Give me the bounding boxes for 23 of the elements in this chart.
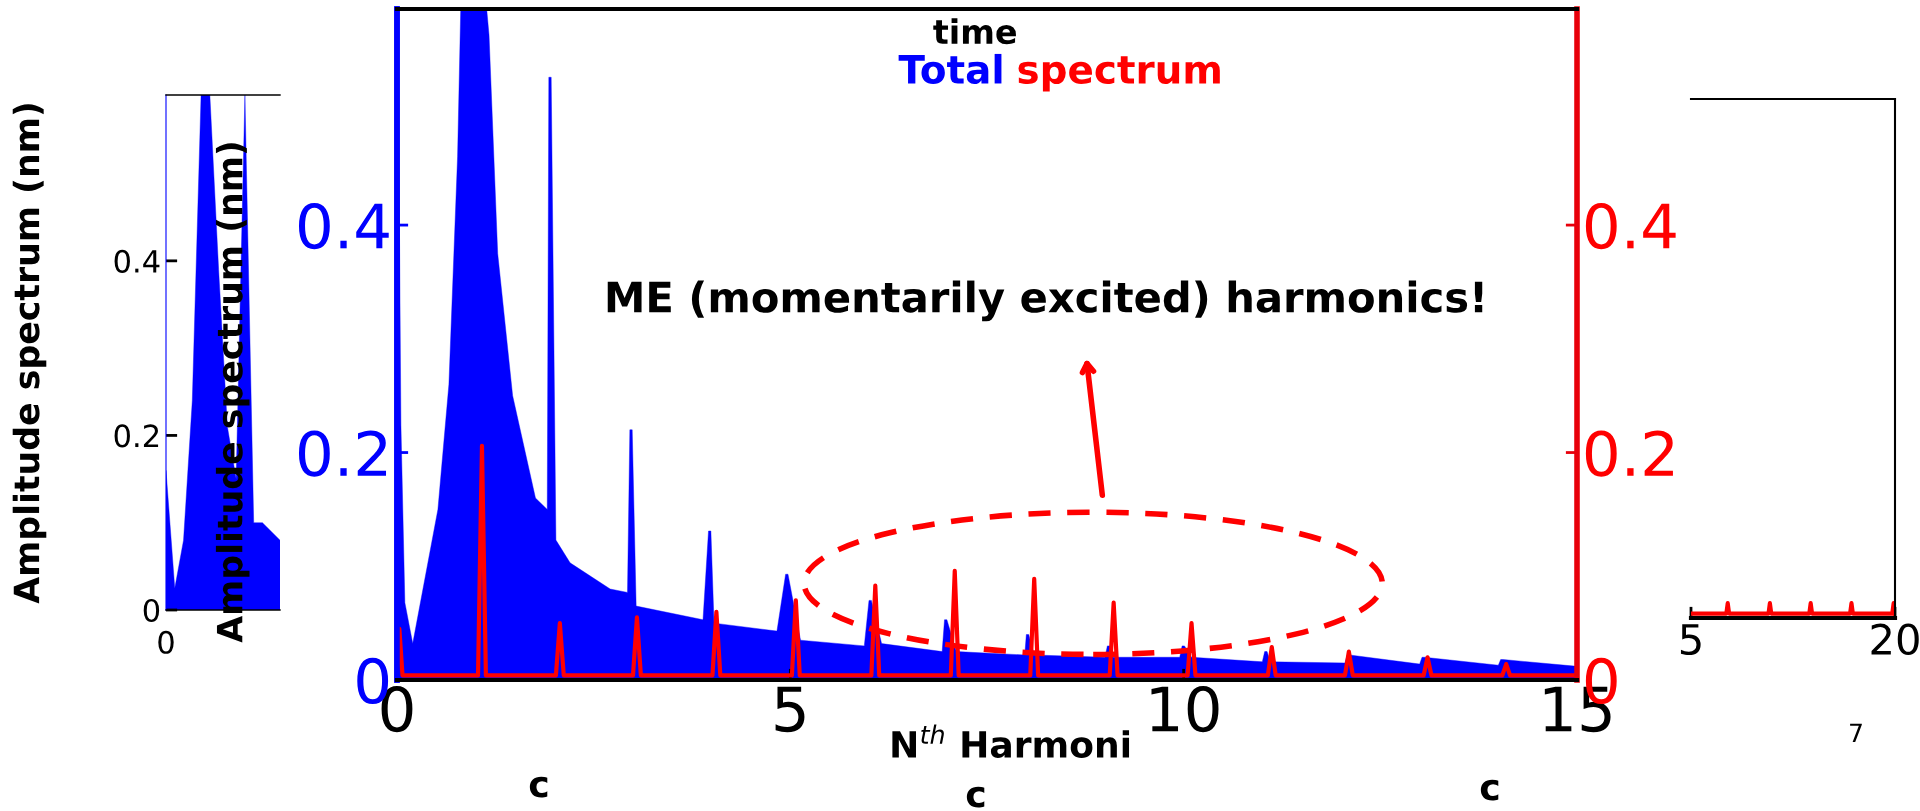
text: spectrum [1018,56,1220,92]
y-tick-label: 0.4 [114,249,160,273]
x-tick-label: 10 [1151,685,1219,733]
annotation: ME (momentarily excited) harmonics! [607,280,1483,322]
text: c [966,786,985,808]
chart-title: time [933,18,1016,45]
y-tick-label: 0.4 [298,202,389,250]
x-tick-label: 5 [775,686,805,733]
text: c [529,776,548,798]
text: c [1480,779,1499,801]
line-series [397,443,1577,678]
x-tick-label: 5 [1680,624,1701,656]
y2-tick-label: 0.2 [1585,430,1673,477]
y-axis-title: Amplitude spectrum (nm) [12,104,47,604]
y2-tick-label: 0.4 [1585,202,1676,250]
x-axis-title: N$^{th}$ Harmoni [892,724,1130,759]
y-tick-label: 0 [143,598,160,623]
y-tick-label: 0.2 [298,430,387,477]
y-axis-title: Amplitude spectrum (nm) [215,143,250,643]
y-tick-label: 0.2 [114,424,159,448]
text: 7 [1850,723,1862,742]
x-tick-label: 20 [1871,623,1919,656]
text: Total [898,53,1002,85]
